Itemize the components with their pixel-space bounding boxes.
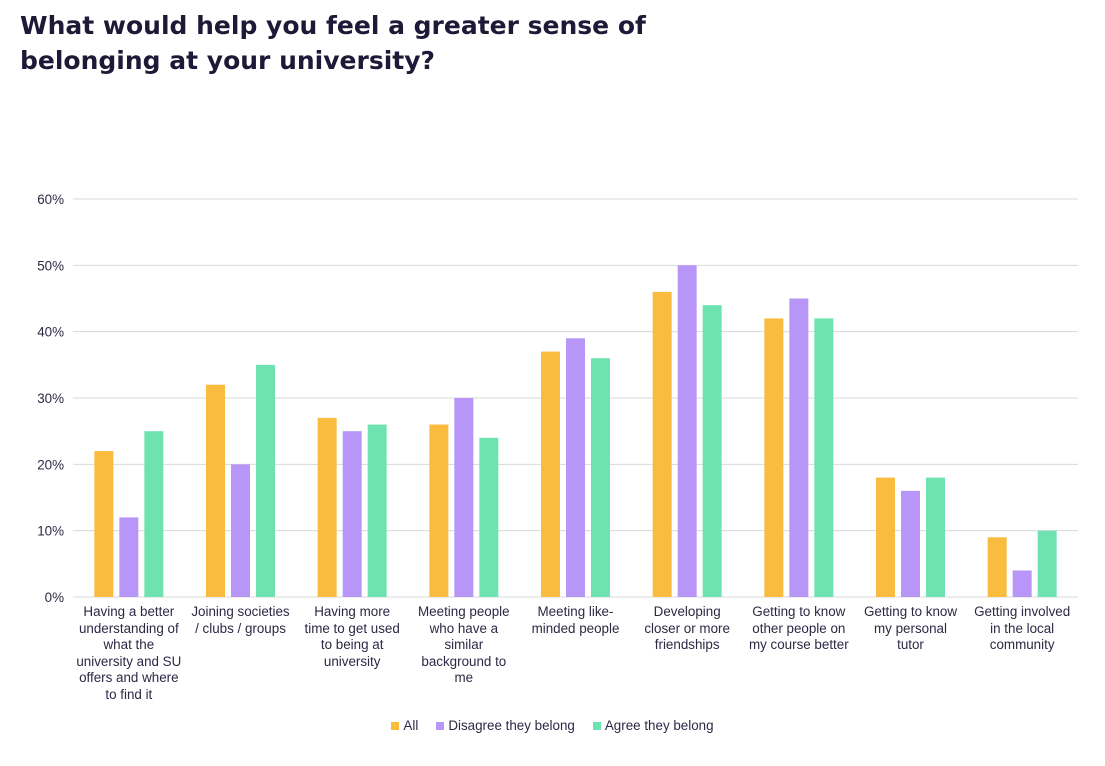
x-tick-label: Getting to know my personal tutor: [863, 604, 958, 652]
x-tick-label: Meeting people who have a similar backgroun…: [418, 604, 510, 685]
bar: [119, 517, 139, 597]
x-tick-label: Getting to know other people on my course …: [748, 604, 849, 652]
legend-swatch: [436, 721, 445, 730]
legend-label: Disagree they belong: [448, 718, 575, 733]
legend-swatch: [391, 721, 400, 730]
x-tick-label: Getting involved in the local community: [974, 604, 1071, 652]
bar: [926, 477, 945, 597]
legend: All Disagree they belong Agree they belong: [0, 718, 1105, 733]
bar: [901, 490, 920, 597]
bar: [702, 305, 722, 597]
bar: [541, 351, 560, 597]
bar: [677, 265, 697, 597]
chart-title: What would help you feel a greater sense…: [20, 11, 646, 75]
y-tick-label: 20%: [37, 457, 64, 472]
bar: [566, 338, 585, 597]
x-tick-label: Developing closer or more friendships: [644, 604, 730, 652]
bar: [454, 398, 474, 597]
x-tick-label: Joining societies / clubs / groups: [191, 604, 290, 636]
bar: [144, 431, 164, 597]
legend-item: Agree they belong: [592, 718, 714, 733]
y-tick-label: 0%: [45, 590, 64, 605]
bar: [206, 384, 225, 597]
bar: [987, 537, 1007, 597]
bar: [591, 358, 610, 597]
legend-label: All: [403, 718, 419, 733]
bar: [876, 477, 895, 597]
bar: [479, 437, 499, 597]
y-tick-label: 60%: [37, 192, 64, 207]
bar: [256, 364, 275, 597]
legend-label: Agree they belong: [604, 718, 714, 733]
y-tick-label: 50%: [37, 258, 64, 273]
y-tick-label: 10%: [37, 524, 64, 539]
bar: [764, 318, 784, 597]
bar: [429, 424, 449, 597]
x-tick-label: Having a better understanding of what the u…: [76, 604, 182, 702]
bar: [652, 291, 672, 597]
legend-item: All: [391, 718, 418, 733]
bar: [342, 431, 362, 597]
bar: [1037, 530, 1057, 597]
bar: [367, 424, 387, 597]
y-tick-label: 40%: [37, 325, 64, 340]
legend-item: Disagree they belong: [436, 718, 575, 733]
bar: [1012, 570, 1032, 597]
x-tick-label: Having more time to get used to being at un…: [304, 604, 400, 669]
bar: [231, 464, 250, 597]
bar: [94, 451, 114, 597]
y-tick-label: 30%: [37, 391, 64, 406]
bar: [814, 318, 834, 597]
legend-swatch: [592, 721, 601, 730]
bar: [317, 417, 337, 597]
bar: [789, 298, 809, 597]
x-tick-label: Meeting like-minded people: [531, 604, 620, 636]
